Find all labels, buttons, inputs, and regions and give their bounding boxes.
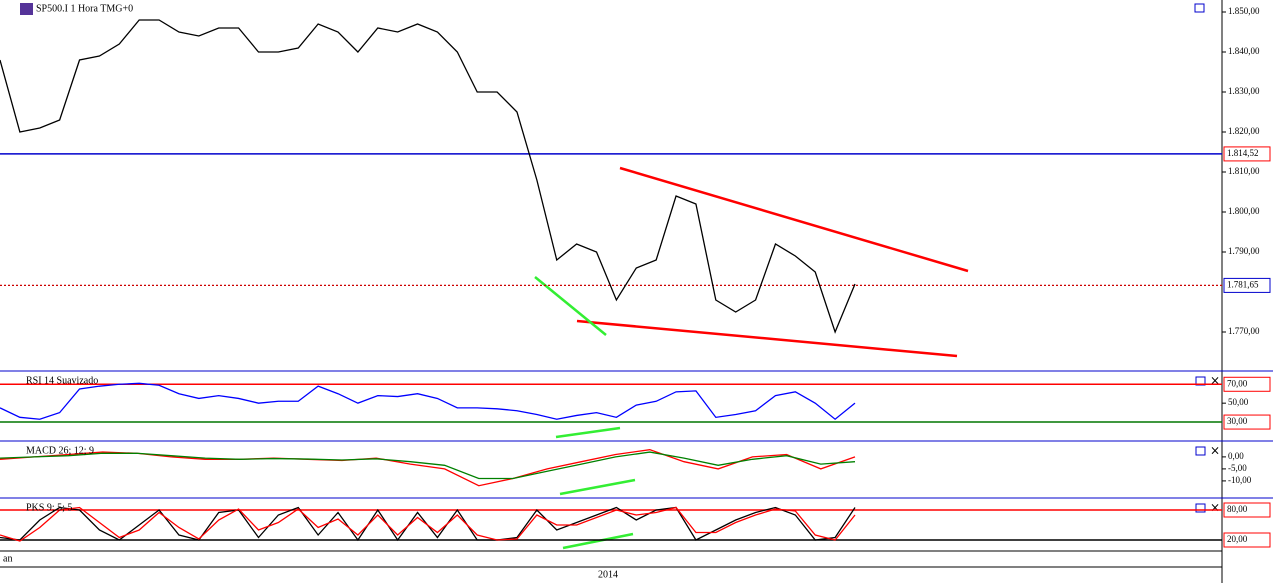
panel-title: SP500.I 1 Hora TMG+0 <box>36 3 133 14</box>
window-button[interactable] <box>1195 503 1206 513</box>
close-button[interactable]: × <box>1210 374 1220 388</box>
y-tick-label: 1.790,00 <box>1228 246 1260 256</box>
trend-line <box>559 478 636 496</box>
level-label: 30,00 <box>1227 416 1248 426</box>
time-label: 2014 <box>598 569 618 580</box>
y-tick-label: 0,00 <box>1228 451 1244 461</box>
series-line <box>0 19 856 334</box>
series-line <box>0 506 856 542</box>
trend-line <box>562 532 634 550</box>
trend-line <box>619 166 969 273</box>
level-label: 80,00 <box>1227 504 1248 514</box>
level-label-box <box>1223 146 1271 162</box>
level-label-box <box>1223 277 1271 293</box>
y-tick-label: 50,00 <box>1228 397 1249 407</box>
window-button[interactable] <box>1195 446 1206 456</box>
y-tick-label: -10,00 <box>1228 475 1252 485</box>
trend-line <box>534 276 607 336</box>
time-label: an <box>3 553 12 564</box>
trend-line <box>555 426 621 439</box>
symbol-icon <box>20 3 33 15</box>
trend-line <box>576 319 958 358</box>
panel-title: RSI 14 Suavizado <box>26 375 98 386</box>
y-tick-label: 1.820,00 <box>1228 126 1260 136</box>
level-label: 1.814,52 <box>1227 148 1259 158</box>
panel-title: PKS 9; 5; 5 <box>26 502 72 513</box>
series-line <box>0 451 856 480</box>
y-tick-label: 1.800,00 <box>1228 206 1260 216</box>
level-label: 70,00 <box>1227 378 1248 388</box>
y-tick-label: 1.840,00 <box>1228 46 1260 56</box>
y-tick-label: 1.770,00 <box>1228 326 1260 336</box>
level-label-box <box>1223 532 1271 548</box>
level-label-box <box>1223 502 1271 518</box>
close-button[interactable]: × <box>1210 501 1220 515</box>
series-line <box>0 382 856 421</box>
window-button[interactable] <box>1194 3 1205 13</box>
level-label: 1.781,65 <box>1227 279 1259 289</box>
y-tick-label: 1.810,00 <box>1228 166 1260 176</box>
panel-title: MACD 26; 12; 9 <box>26 445 94 456</box>
y-tick-label: 1.850,00 <box>1228 6 1260 16</box>
level-label-box <box>1223 376 1271 392</box>
level-label-box <box>1223 414 1271 430</box>
y-tick-label: 1.830,00 <box>1228 86 1260 96</box>
level-label: 20,00 <box>1227 534 1248 544</box>
close-button[interactable]: × <box>1210 444 1220 458</box>
y-tick-label: -5,00 <box>1228 463 1247 473</box>
